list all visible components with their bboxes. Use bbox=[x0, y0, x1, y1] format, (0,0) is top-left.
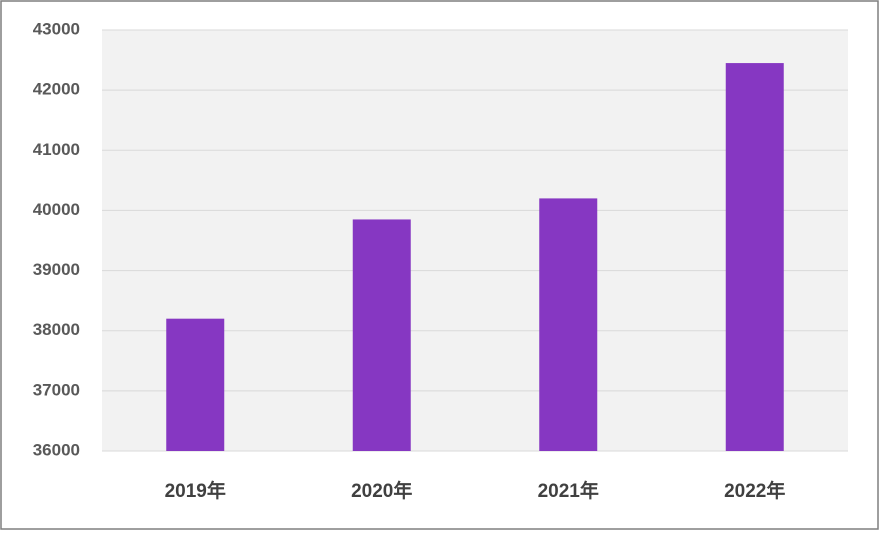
bar bbox=[725, 63, 784, 451]
y-tick-label: 43000 bbox=[33, 19, 80, 38]
x-tick-label: 2019年 bbox=[165, 479, 226, 502]
bar bbox=[539, 198, 598, 451]
y-tick-label: 38000 bbox=[33, 320, 80, 339]
y-tick-label: 36000 bbox=[33, 440, 80, 459]
plot-area bbox=[102, 30, 848, 451]
y-tick-label: 39000 bbox=[33, 260, 80, 279]
x-tick-label: 2020年 bbox=[351, 479, 412, 502]
y-tick-label: 37000 bbox=[33, 380, 80, 399]
y-tick-label: 40000 bbox=[33, 200, 80, 219]
bar bbox=[166, 318, 225, 451]
bar bbox=[352, 219, 411, 451]
x-tick-label: 2021年 bbox=[538, 479, 599, 502]
x-tick-label: 2022年 bbox=[724, 479, 785, 502]
y-tick-label: 42000 bbox=[33, 80, 80, 99]
y-tick-label: 41000 bbox=[33, 140, 80, 159]
